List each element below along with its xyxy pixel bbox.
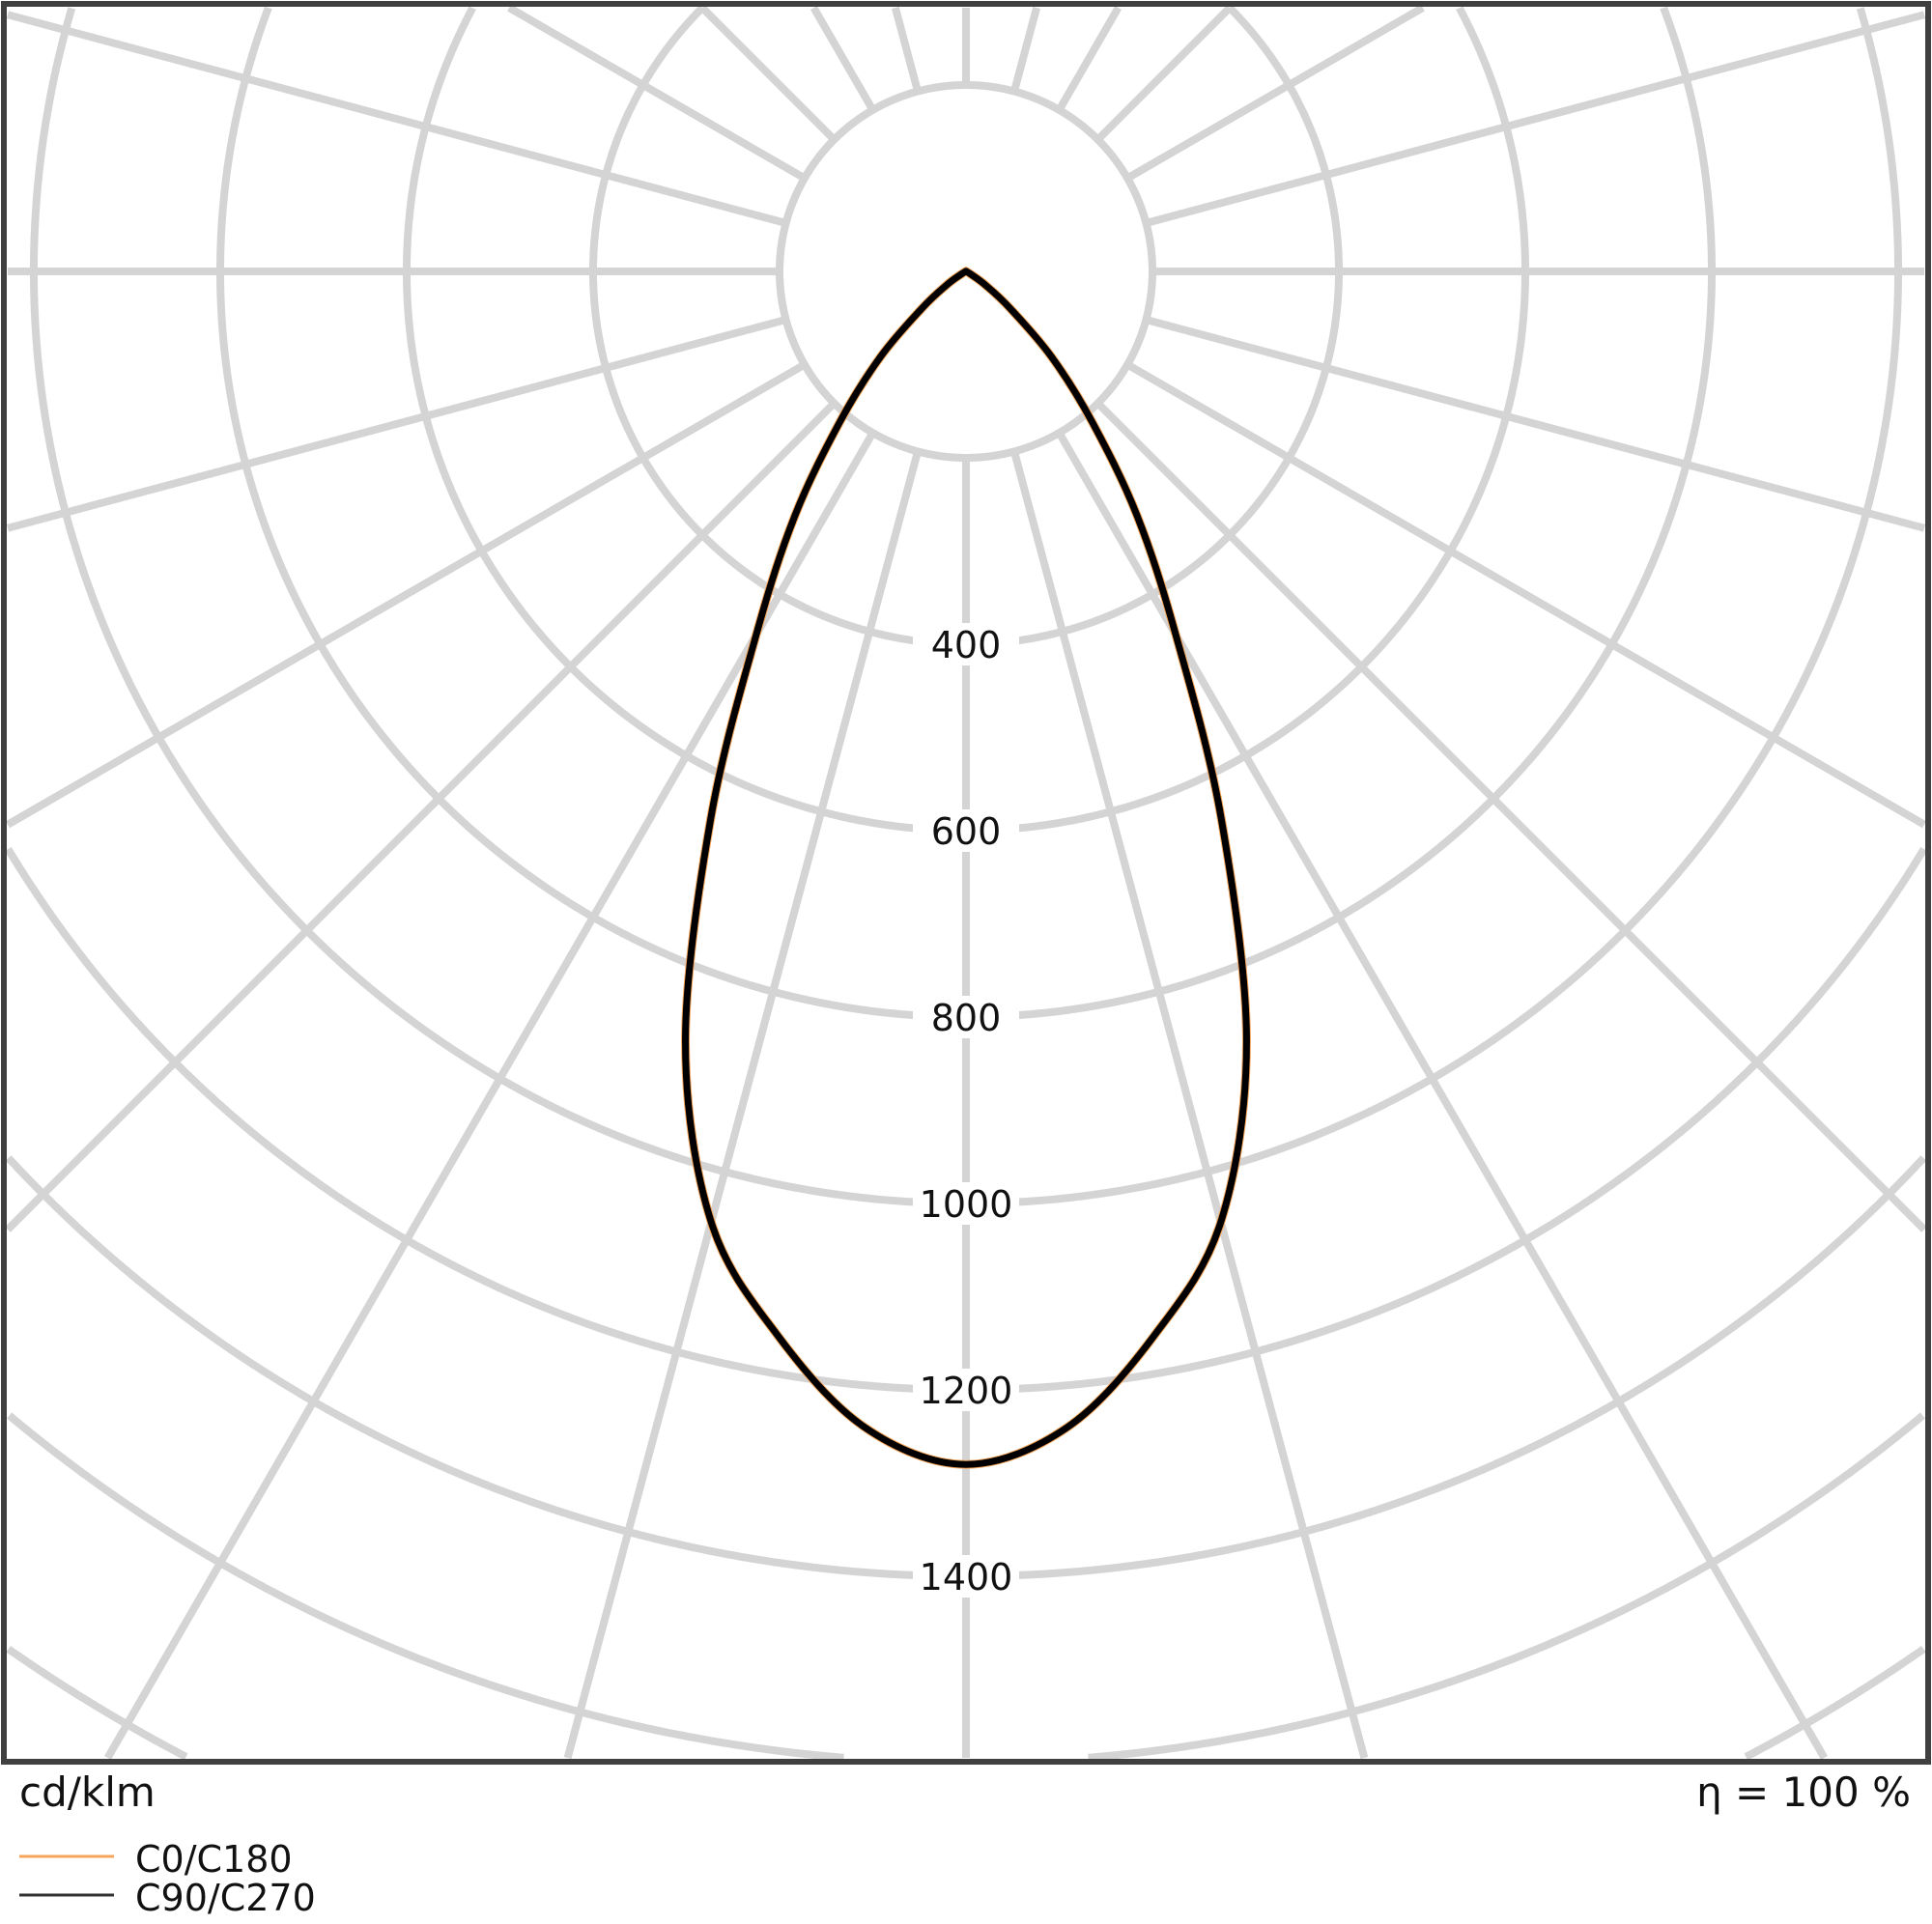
legend: C0/C180 C90/C270 bbox=[19, 1838, 316, 1919]
grid-ring-1000 bbox=[30, 7, 1902, 1207]
series-curve-c90-c270 bbox=[682, 268, 1250, 1468]
tick-label-bg bbox=[913, 996, 1019, 1038]
grid-spoke-315 bbox=[5, 400, 838, 1232]
grid-spoke-210 bbox=[810, 5, 876, 112]
grid-ring-1600 bbox=[7, 1412, 1925, 1762]
grid-spoke-105 bbox=[1145, 11, 1926, 227]
grid-spoke-75 bbox=[1145, 316, 1926, 532]
plot-frame bbox=[1, 1, 1931, 1765]
grid-spoke-240 bbox=[507, 4, 807, 182]
grid-ring-1800 bbox=[6, 1646, 1926, 1761]
grid-ring-1200 bbox=[4, 847, 1928, 1394]
grid-spoke-30 bbox=[1056, 431, 1829, 1761]
grid-spoke-345 bbox=[563, 450, 922, 1760]
radial-tick-label: 1200 bbox=[920, 1370, 1013, 1412]
grid-ring-400 bbox=[589, 4, 1343, 648]
grid-spoke-225 bbox=[699, 5, 838, 143]
radial-tick-label: 1000 bbox=[920, 1183, 1013, 1226]
tick-label-bg bbox=[913, 623, 1019, 665]
grid-ring-800 bbox=[216, 6, 1716, 1021]
radial-tick-labels: 400 600 800 1000 1200 1400 bbox=[913, 623, 1019, 1599]
grid-spoke-330 bbox=[103, 431, 876, 1761]
radial-tick-label: 400 bbox=[931, 624, 1002, 666]
intensity-curves bbox=[681, 267, 1251, 1469]
radial-tick-label: 800 bbox=[931, 997, 1002, 1039]
grid-spoke-285 bbox=[6, 316, 787, 532]
radial-tick-label: 600 bbox=[931, 810, 1002, 853]
grid-spoke-60 bbox=[1125, 361, 1927, 829]
grid-spoke-120 bbox=[1125, 4, 1425, 182]
polar-grid bbox=[4, 4, 1928, 1762]
grid-spoke-15 bbox=[1010, 450, 1369, 1760]
grid-spoke-195 bbox=[891, 6, 922, 93]
legend-label-c90: C90/C270 bbox=[135, 1877, 316, 1919]
tick-label-bg bbox=[913, 1555, 1019, 1598]
grid-spoke-135 bbox=[1094, 5, 1233, 143]
grid-spoke-300 bbox=[6, 361, 807, 829]
radial-tick-label: 1400 bbox=[920, 1556, 1013, 1599]
legend-label-c0: C0/C180 bbox=[135, 1838, 293, 1881]
grid-spoke-45 bbox=[1094, 400, 1927, 1232]
grid-ring-1400 bbox=[5, 1155, 1927, 1580]
tick-label-bg bbox=[913, 1369, 1019, 1411]
grid-spoke-150 bbox=[1056, 6, 1122, 112]
unit-label: cd/klm bbox=[19, 1768, 156, 1816]
efficiency-label: η = 100 % bbox=[1696, 1768, 1911, 1816]
grid-spoke-255 bbox=[6, 11, 787, 227]
tick-label-bg bbox=[913, 809, 1019, 852]
grid-spoke-165 bbox=[1010, 6, 1041, 93]
grid-ring-600 bbox=[403, 6, 1529, 835]
tick-label-bg bbox=[913, 1182, 1019, 1225]
